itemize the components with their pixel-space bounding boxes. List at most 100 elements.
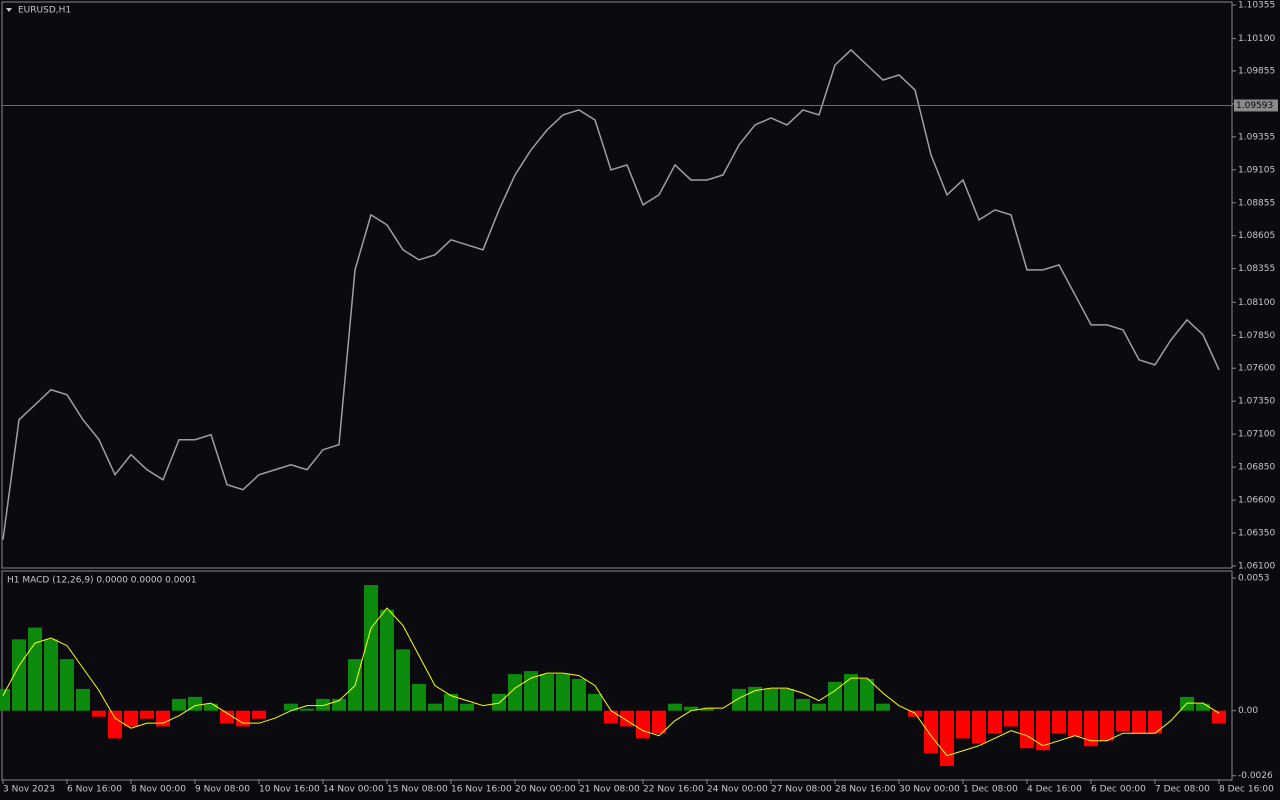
indicator-title: H1 MACD (12,26,9) 0.0000 0.0000 0.0001 [7,576,197,586]
y-tick-label: 1.06850 [1238,463,1275,473]
histogram-bar [636,710,650,739]
current-price-label: 1.09593 [1236,101,1273,111]
histogram-bar [460,703,474,711]
x-tick-label: 4 Dec 16:00 [1027,785,1082,795]
y-tick-label: -0.0026 [1238,771,1273,781]
menu-arrow[interactable] [6,8,12,12]
histogram-bar [204,703,218,711]
histogram-bar [1084,710,1098,747]
histogram-bar [300,708,314,711]
signal-line [2,607,1220,757]
histogram-bar [668,703,682,711]
histogram-bar [540,674,554,711]
x-tick-label: 21 Nov 08:00 [579,785,640,795]
histogram-bar [1052,710,1066,734]
histogram-bar [652,710,666,734]
histogram-bar [76,688,90,711]
histogram-bar [1020,710,1034,749]
y-tick-label: 1.08355 [1238,264,1275,274]
histogram-bar [524,671,538,711]
histogram-bar [684,706,698,711]
y-tick-label: 1.10355 [1238,1,1275,11]
x-tick-label: 30 Nov 00:00 [899,785,960,795]
histogram-bar [700,708,714,711]
y-tick-label: 1.07850 [1238,331,1275,341]
x-tick-label: 6 Dec 00:00 [1091,785,1146,795]
y-tick-label: 1.06600 [1238,496,1275,506]
x-tick-label: 10 Nov 16:00 [259,785,320,795]
x-tick-label: 7 Dec 08:00 [1155,785,1210,795]
histogram-bar [0,688,10,711]
histogram-bar [1068,710,1082,737]
histogram-bar [412,683,426,711]
histogram-bar [172,698,186,711]
histogram-bar [924,710,938,754]
x-tick-label: 20 Nov 00:00 [515,785,576,795]
histogram-bar [236,710,250,727]
y-tick-label: 0.0053 [1238,574,1270,584]
histogram-bar [428,703,442,711]
y-tick-label: 0.00 [1238,706,1258,716]
histogram-bar [876,703,890,711]
histogram-bar [444,693,458,711]
histogram-bar [604,710,618,724]
x-tick-label: 8 Nov 00:00 [131,785,186,795]
histogram-bar [556,674,570,711]
histogram-bar [1196,703,1210,711]
histogram-bar [92,710,106,717]
x-tick-label: 3 Nov 2023 [3,785,55,795]
price-line [2,48,1220,540]
histogram-bar [972,710,986,744]
x-tick-label: 22 Nov 16:00 [643,785,704,795]
y-tick-label: 1.10100 [1238,34,1275,44]
y-tick-label: 1.08605 [1238,231,1275,241]
histogram-bar [732,688,746,711]
macd-panel [1,570,1233,781]
histogram-bar [124,710,138,727]
histogram-bar [396,649,410,711]
histogram-bar [1004,710,1018,727]
symbol-title: EURUSD,H1 [18,6,71,16]
x-tick-label: 15 Nov 08:00 [387,785,448,795]
x-tick-label: 28 Nov 16:00 [835,785,896,795]
histogram-bar [316,698,330,711]
histogram-bar [988,710,1002,734]
histogram-bar [860,678,874,711]
x-tick-label: 16 Nov 16:00 [451,785,512,795]
histogram-bar [364,585,378,711]
x-tick-label: 24 Nov 00:00 [707,785,768,795]
y-tick-label: 1.07350 [1238,397,1275,407]
histogram-bar [60,659,74,711]
histogram-bar [508,674,522,711]
histogram-bar [1100,710,1114,741]
histogram-bar [1212,710,1226,724]
histogram-bar [572,678,586,711]
histogram-bar [588,693,602,711]
histogram-bar [1116,710,1130,732]
y-tick-label: 1.09855 [1238,66,1275,76]
histogram-bar [220,710,234,724]
histogram-bar [844,674,858,711]
current-price-box [1234,99,1278,112]
histogram-bar [332,698,346,711]
histogram-bar [140,710,154,719]
histogram-bar [1036,710,1050,751]
y-tick-label: 1.06350 [1238,529,1275,539]
histogram-bar [492,693,506,711]
histogram-bar [828,681,842,711]
y-tick-label: 1.09105 [1238,165,1275,175]
y-tick-label: 1.06100 [1238,562,1275,572]
x-tick-label: 1 Dec 08:00 [963,785,1018,795]
histogram-bar [780,688,794,711]
histogram-bar [1132,710,1146,734]
histogram-bar [940,710,954,766]
histogram-bar [764,688,778,711]
x-tick-label: 6 Nov 16:00 [67,785,122,795]
histogram-bar [156,710,170,727]
histogram-bar [380,609,394,711]
histogram-bar [188,696,202,711]
histogram-bar [12,639,26,711]
histogram-bar [108,710,122,739]
x-tick-label: 14 Nov 00:00 [323,785,384,795]
